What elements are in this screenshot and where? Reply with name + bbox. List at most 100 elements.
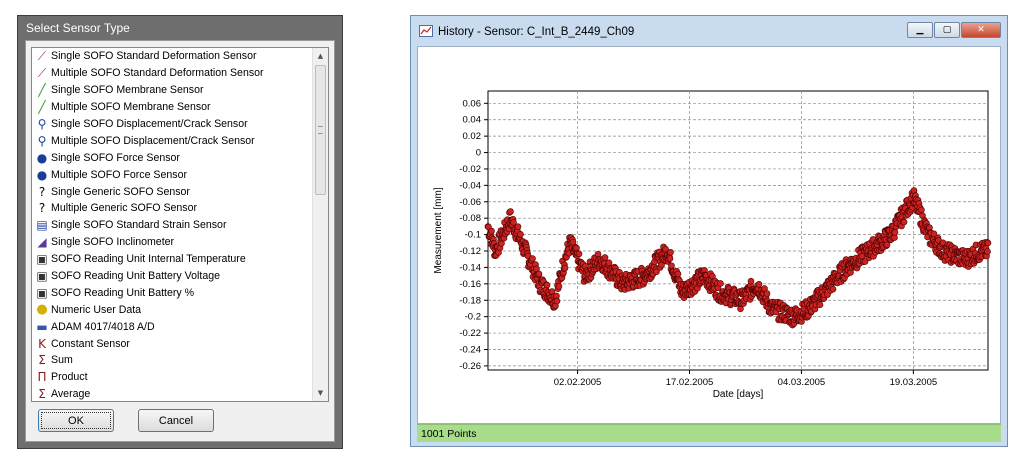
data-points	[484, 187, 992, 329]
data-point	[861, 258, 869, 265]
point-count: 1001 Points	[421, 427, 477, 440]
sensor-type-label: Single SOFO Standard Deformation Sensor	[51, 50, 257, 63]
sensor-type-item[interactable]: K Constant Sensor	[32, 335, 312, 352]
sensor-type-item[interactable]: ▣ SOFO Reading Unit Internal Temperature	[32, 251, 312, 268]
sensor-type-label: Single SOFO Displacement/Crack Sensor	[51, 118, 248, 130]
sensor-type-item[interactable]: ⚲ Multiple SOFO Displacement/Crack Sensor	[32, 132, 312, 149]
sensor-list-items: ⟋ Single SOFO Standard Deformation Sensor…	[32, 48, 312, 401]
status-bar: 1001 Points	[417, 424, 1001, 442]
chart-window-icon	[419, 25, 433, 37]
sensor-type-item[interactable]: ╱ Multiple SOFO Membrane Sensor	[32, 99, 312, 116]
sensor-type-item[interactable]: Π Product	[32, 369, 312, 386]
y-axis-label: Measurement [mm]	[433, 187, 444, 273]
y-tick-label: -0.02	[459, 164, 481, 175]
y-tick-label: -0.12	[459, 246, 481, 257]
scroll-up-arrow-icon[interactable]: ▲	[317, 52, 324, 60]
sensor-type-item[interactable]: Σ Sum	[32, 352, 312, 369]
force-sensor-icon: ●	[36, 150, 48, 165]
data-point	[553, 297, 561, 305]
sensor-type-item[interactable]: ╱ Single SOFO Membrane Sensor	[32, 82, 312, 99]
sensor-type-item[interactable]: ● Single SOFO Force Sensor	[32, 149, 312, 166]
history-window: History - Sensor: C_Int_B_2449_Ch09 ▁ ▢ …	[410, 15, 1008, 447]
data-point	[575, 250, 583, 258]
sensor-type-item[interactable]: ◢ Single SOFO Inclinometer	[32, 234, 312, 251]
sensor-type-label: Single SOFO Force Sensor	[51, 151, 180, 164]
ok-button[interactable]: OK	[38, 409, 114, 432]
plot-frame	[487, 90, 989, 371]
minimize-icon[interactable]: ▁	[907, 22, 933, 38]
dialog-title: Select Sensor Type	[26, 21, 130, 35]
strain-sensor-icon: ▤	[36, 218, 48, 233]
data-point	[816, 301, 824, 309]
dialog-body: ⟋ Single SOFO Standard Deformation Sensor…	[25, 40, 335, 442]
sensor-type-item[interactable]: ● Multiple SOFO Force Sensor	[32, 166, 312, 183]
sensor-type-item[interactable]: ? Multiple Generic SOFO Sensor	[32, 200, 312, 217]
y-tick-label: -0.08	[459, 213, 481, 224]
y-tick-label: 0.04	[463, 115, 482, 126]
sensor-type-label: Sum	[51, 354, 73, 367]
data-point	[755, 281, 763, 288]
sensor-type-label: SOFO Reading Unit Battery Voltage	[51, 270, 220, 283]
user-data-icon: ●	[36, 301, 48, 317]
data-point	[891, 229, 899, 236]
inclinometer-icon: ◢	[37, 235, 47, 250]
data-point	[488, 227, 495, 235]
maximize-icon[interactable]: ▢	[934, 22, 960, 38]
data-point	[666, 255, 674, 262]
data-point	[510, 218, 517, 226]
sensor-type-label: SOFO Reading Unit Battery %	[51, 286, 195, 299]
sensor-type-label: Multiple SOFO Standard Deformation Senso…	[51, 67, 264, 80]
scroll-thumb[interactable]	[315, 65, 326, 195]
y-tick-label: -0.18	[459, 295, 481, 306]
sensor-type-item[interactable]: Σ Average	[32, 386, 312, 401]
product-icon: Π	[37, 370, 47, 385]
data-point	[662, 245, 669, 253]
sensor-type-item[interactable]: ▬ ADAM 4017/4018 A/D	[32, 318, 312, 335]
close-icon[interactable]: ✕	[961, 22, 1001, 38]
temperature-icon: ▣	[36, 252, 48, 267]
sensor-type-item[interactable]: ● Numeric User Data	[32, 301, 312, 318]
data-point	[605, 259, 613, 267]
sensor-type-item[interactable]: ▤ Single SOFO Standard Strain Sensor	[32, 217, 312, 234]
data-point	[543, 281, 551, 289]
scroll-down-arrow-icon[interactable]: ▼	[317, 389, 324, 397]
membrane-sensor-icon: ╱	[38, 83, 46, 98]
sensor-type-item[interactable]: ⟋ Multiple SOFO Standard Deformation Sens…	[32, 65, 312, 82]
sensor-type-label: Multiple SOFO Force Sensor	[51, 168, 187, 181]
data-point	[561, 264, 569, 272]
sensor-type-item[interactable]: ▣ SOFO Reading Unit Battery %	[32, 284, 312, 301]
sensor-type-label: Product	[51, 371, 88, 384]
sensor-type-label: Multiple SOFO Membrane Sensor	[51, 101, 211, 114]
sensor-type-label: Constant Sensor	[51, 337, 130, 350]
sensor-type-item[interactable]: ? Single Generic SOFO Sensor	[32, 183, 312, 200]
chart-area: 0.06 0.04 0.02 0 -0.02 -0.04 -0.06 -0.08 -0.1 -0.…	[417, 46, 1001, 424]
data-point	[829, 285, 837, 293]
data-point	[667, 249, 674, 256]
sensor-type-item[interactable]: ⚲ Single SOFO Displacement/Crack Sensor	[32, 116, 312, 133]
sensor-type-label: ADAM 4017/4018 A/D	[51, 320, 155, 333]
sensor-type-item[interactable]: ⟋ Single SOFO Standard Deformation Sensor	[32, 48, 312, 65]
history-chart[interactable]: 0.06 0.04 0.02 0 -0.02 -0.04 -0.06 -0.08 -0.1 -0.…	[418, 47, 1000, 423]
sensor-type-label: Average	[51, 388, 91, 401]
data-point	[930, 230, 938, 238]
data-point	[653, 268, 660, 275]
sensor-type-list[interactable]: ⟋ Single SOFO Standard Deformation Sensor…	[31, 47, 329, 402]
battery-percent-icon: ▣	[36, 285, 48, 300]
cancel-button[interactable]: Cancel	[138, 409, 214, 432]
x-tick-label: 19.03.2005	[890, 377, 938, 388]
sensor-type-label: Single SOFO Standard Strain Sensor	[51, 219, 227, 232]
y-tick-label: -0.1	[465, 230, 481, 241]
sensor-type-item[interactable]: ▣ SOFO Reading Unit Battery Voltage	[32, 268, 312, 285]
data-point	[747, 277, 755, 285]
adam-icon: ▬	[36, 319, 48, 334]
x-axis-label: Date [days]	[713, 389, 764, 400]
list-scrollbar[interactable]: ▲ ▼	[312, 48, 328, 401]
y-tick-label: -0.22	[459, 328, 481, 339]
y-tick-label: 0.02	[463, 131, 482, 142]
data-point	[514, 223, 522, 231]
y-tick-label: 0.06	[463, 98, 482, 109]
x-tick-label: 02.02.2005	[554, 377, 602, 388]
data-point	[517, 231, 524, 238]
deformation-sensor-icon: ⟋	[37, 49, 47, 64]
data-point	[555, 283, 563, 290]
